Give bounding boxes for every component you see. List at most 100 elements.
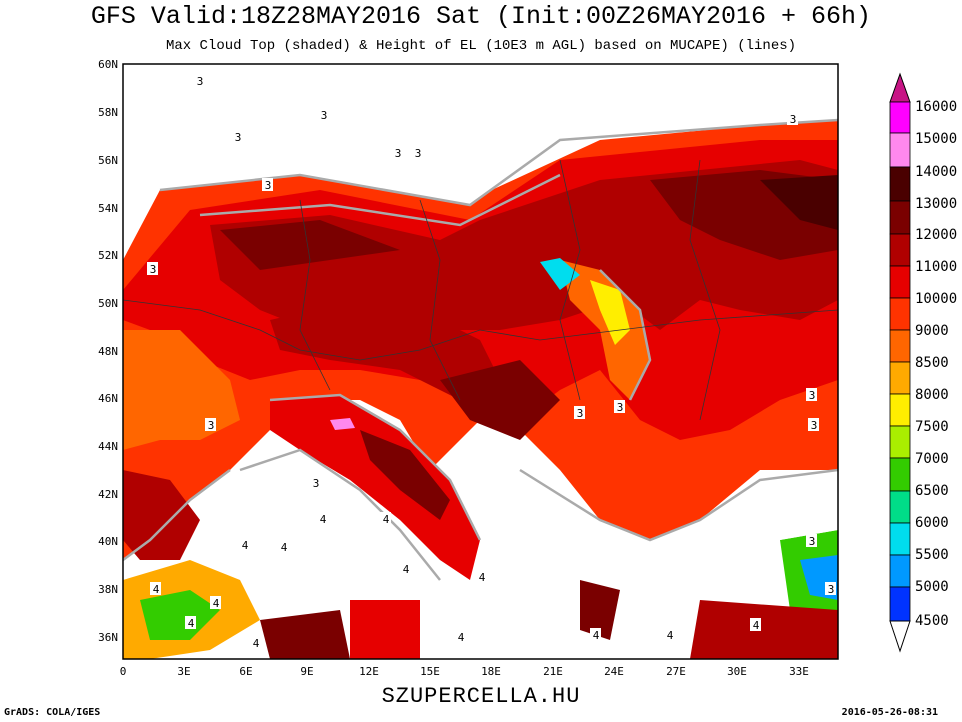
contour-label: 3 — [828, 583, 835, 596]
legend-swatch — [889, 132, 911, 168]
legend-label: 15000 — [915, 131, 957, 147]
contour-label: 4 — [188, 617, 195, 630]
contour-label: 4 — [253, 637, 260, 650]
grads-credit: GrADS: COLA/IGES — [4, 707, 101, 718]
lat-label: 56N — [98, 154, 118, 167]
contour-label: 4 — [213, 597, 220, 610]
legend-label: 5000 — [915, 579, 949, 595]
legend-labels: 16000 15000 14000 13000 12000 11000 1000… — [915, 99, 957, 629]
legend-swatch — [889, 297, 911, 331]
legend-label: 4500 — [915, 613, 949, 629]
contour-label: 3 — [321, 109, 328, 122]
legend-label: 10000 — [915, 291, 957, 307]
legend-label: 14000 — [915, 164, 957, 180]
lon-label: 30E — [727, 665, 747, 678]
lon-label: 3E — [177, 665, 190, 678]
legend-label: 6000 — [915, 515, 949, 531]
lon-label: 21E — [543, 665, 563, 678]
lat-label: 38N — [98, 583, 118, 596]
legend-label: 5500 — [915, 547, 949, 563]
contour-label: 4 — [320, 513, 327, 526]
contour-label: 4 — [242, 539, 249, 552]
lon-label: 9E — [300, 665, 313, 678]
contour-label: 3 — [811, 419, 818, 432]
contour-label: 3 — [313, 477, 320, 490]
contour-label: 4 — [593, 629, 600, 642]
contour-label: 3 — [150, 263, 157, 276]
legend-swatch — [889, 393, 911, 427]
legend-label: 8500 — [915, 355, 949, 371]
legend-label: 11000 — [915, 259, 957, 275]
lat-label: 42N — [98, 488, 118, 501]
lat-label: 50N — [98, 297, 118, 310]
lat-label: 48N — [98, 345, 118, 358]
legend-swatch — [889, 265, 911, 299]
contour-label: 4 — [403, 563, 410, 576]
lat-label: 44N — [98, 440, 118, 453]
lon-label: 27E — [666, 665, 686, 678]
legend-top-arrow — [889, 72, 911, 103]
legend-label: 13000 — [915, 196, 957, 212]
legend-swatch — [889, 490, 911, 524]
legend-swatch — [889, 101, 911, 134]
legend-swatch — [889, 200, 911, 235]
legend-label: 7000 — [915, 451, 949, 467]
latitude-axis: 60N 58N 56N 54N 52N 50N 48N 46N 44N 42N … — [98, 58, 118, 644]
legend-swatch — [889, 166, 911, 202]
map-frame — [122, 63, 839, 660]
legend-label: 6500 — [915, 483, 949, 499]
legend-swatch — [889, 233, 911, 267]
legend-swatch — [889, 361, 911, 395]
lat-label: 46N — [98, 392, 118, 405]
lat-label: 40N — [98, 535, 118, 548]
legend-swatch — [889, 586, 911, 622]
legend-label: 7500 — [915, 419, 949, 435]
lon-label: 18E — [481, 665, 501, 678]
legend-label: 16000 — [915, 99, 957, 115]
legend-label: 8000 — [915, 387, 949, 403]
contour-label: 4 — [153, 583, 160, 596]
contour-labels: 3 3 3 3 3 3 3 3 3 3 3 3 3 3 3 3 4 4 4 4 … — [147, 74, 836, 650]
lon-label: 24E — [604, 665, 624, 678]
contour-label: 3 — [208, 419, 215, 432]
contour-label: 4 — [281, 541, 288, 554]
legend-swatch — [889, 522, 911, 556]
contour-label: 3 — [617, 401, 624, 414]
legend-bottom-arrow — [889, 620, 911, 653]
lon-label: 33E — [789, 665, 809, 678]
lon-label: 6E — [239, 665, 252, 678]
contour-label: 3 — [809, 389, 816, 402]
legend-label: 12000 — [915, 227, 957, 243]
contour-label: 3 — [577, 407, 584, 420]
cloud-top-field — [123, 64, 838, 659]
lon-label: 15E — [420, 665, 440, 678]
map-title: GFS Valid:18Z28MAY2016 Sat (Init:00Z26MA… — [90, 2, 872, 31]
contour-label: 3 — [197, 75, 204, 88]
contour-label: 3 — [265, 179, 272, 192]
contour-label: 4 — [667, 629, 674, 642]
contour-label: 3 — [415, 147, 422, 160]
contour-label: 4 — [753, 619, 760, 632]
contour-label: 4 — [479, 571, 486, 584]
lon-label: 0 — [120, 665, 127, 678]
site-watermark: SZUPERCELLA.HU — [381, 684, 581, 709]
map-subtitle: Max Cloud Top (shaded) & Height of EL (1… — [165, 38, 797, 54]
legend-swatch — [889, 554, 911, 588]
lat-label: 54N — [98, 202, 118, 215]
legend-swatch — [889, 425, 911, 459]
contour-label: 4 — [383, 513, 390, 526]
longitude-axis: 0 3E 6E 9E 12E 15E 18E 21E 24E 27E 30E 3… — [120, 665, 809, 678]
legend-swatch — [889, 457, 911, 492]
generation-timestamp: 2016-05-26-08:31 — [841, 707, 938, 718]
legend-label: 9000 — [915, 323, 949, 339]
contour-label: 3 — [790, 113, 797, 126]
legend-swatch — [889, 329, 911, 363]
contour-label: 3 — [235, 131, 242, 144]
lat-label: 60N — [98, 58, 118, 71]
lat-label: 58N — [98, 106, 118, 119]
contour-label: 3 — [809, 535, 816, 548]
lat-label: 36N — [98, 631, 118, 644]
contour-label: 4 — [458, 631, 465, 644]
lon-label: 12E — [359, 665, 379, 678]
